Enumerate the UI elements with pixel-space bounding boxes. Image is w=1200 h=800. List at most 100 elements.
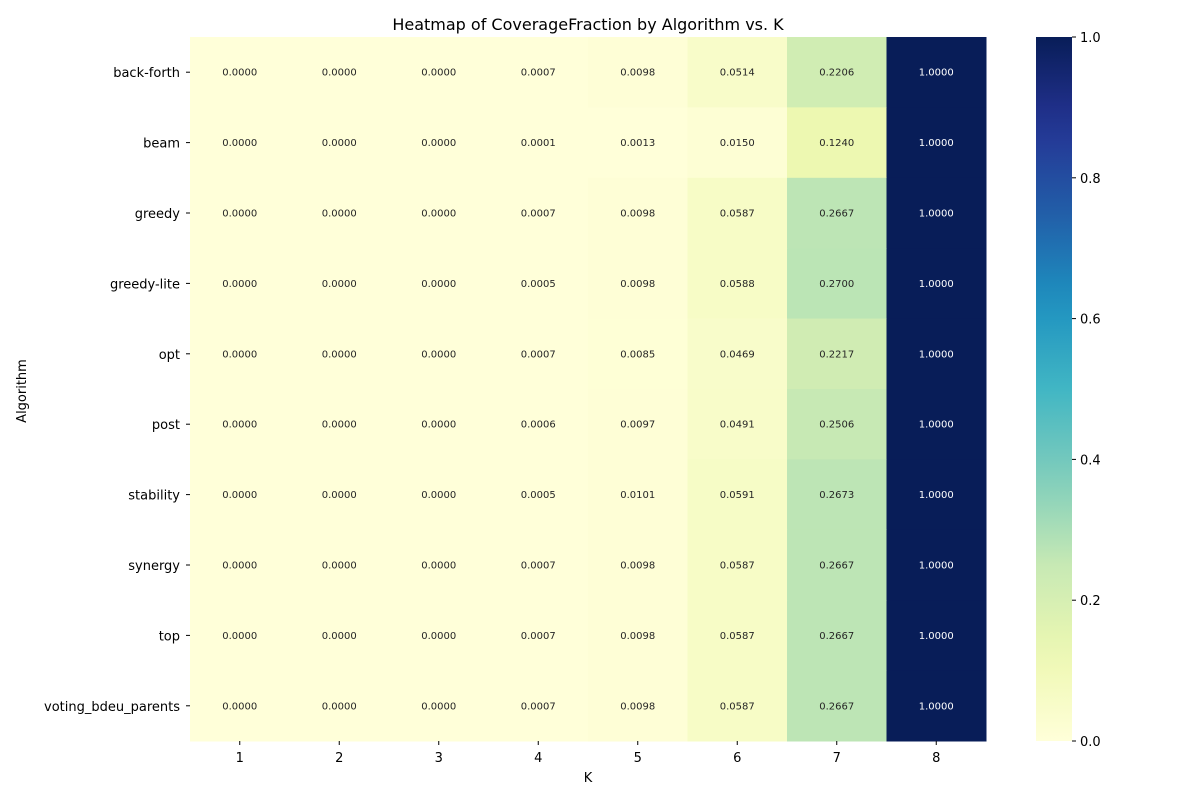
heatmap-cell [289, 529, 390, 601]
cell-value-label: 0.0000 [322, 631, 357, 642]
heatmap-cell [289, 37, 390, 108]
cell-value-label: 1.0000 [919, 561, 954, 572]
heatmap-cell [588, 600, 688, 672]
y-tick-label: greedy-lite [110, 277, 180, 292]
heatmap-cell [588, 37, 688, 108]
heatmap-cell [687, 459, 788, 531]
cell-value-label: 0.0006 [521, 420, 556, 431]
heatmap-cell [886, 670, 987, 742]
cell-value-label: 1.0000 [919, 349, 954, 360]
heatmap-cell [488, 107, 589, 179]
heatmap-cell [488, 670, 589, 742]
cell-value-label: 0.0000 [222, 209, 257, 220]
cell-value-label: 0.0013 [620, 138, 655, 149]
colorbar-tick-label: 0.6 [1080, 313, 1101, 328]
cell-value-label: 0.0000 [322, 138, 357, 149]
cell-value-label: 0.0000 [222, 701, 257, 712]
heatmap-cell [190, 459, 290, 531]
x-tick-label: 5 [634, 751, 642, 766]
heatmap-cell [588, 529, 688, 601]
heatmap-cell [687, 670, 788, 742]
cell-value-label: 0.0000 [222, 631, 257, 642]
heatmap-cells: 0.0000 0.0000 0.0000 0.0007 0.0098 0.0514 0.22… [190, 37, 987, 742]
cell-value-label: 0.0007 [521, 631, 556, 642]
cell-value-label: 0.0000 [421, 561, 456, 572]
cell-value-label: 0.2673 [819, 490, 854, 501]
cell-value-label: 0.0000 [222, 349, 257, 360]
y-axis-label: Algorithm [15, 359, 30, 423]
cell-value-label: 0.0000 [421, 209, 456, 220]
heatmap-cell [389, 529, 489, 601]
heatmap-cell [787, 600, 887, 672]
cell-value-label: 0.2667 [819, 209, 854, 220]
cell-value-label: 0.0007 [521, 68, 556, 79]
cell-value-label: 0.0000 [322, 68, 357, 79]
heatmap-cell [687, 529, 788, 601]
cell-value-label: 0.0098 [620, 209, 655, 220]
y-tick-label: opt [159, 348, 180, 363]
heatmap-cell [886, 459, 987, 531]
heatmap-cell [488, 389, 589, 460]
heatmap-cell [588, 670, 688, 742]
heatmap-cell [787, 389, 887, 460]
cell-value-label: 0.2667 [819, 701, 854, 712]
chart-title: Heatmap of CoverageFraction by Algorithm… [392, 15, 784, 34]
cell-value-label: 0.0588 [720, 279, 755, 290]
heatmap-cell [886, 529, 987, 601]
heatmap-cell [389, 107, 489, 179]
cell-value-label: 1.0000 [919, 279, 954, 290]
heatmap-cell [886, 107, 987, 179]
heatmap-cell [787, 318, 887, 390]
heatmap-cell [289, 318, 390, 390]
x-tick-label: 1 [236, 751, 244, 766]
cell-value-label: 1.0000 [919, 490, 954, 501]
colorbar-tick-label: 0.0 [1080, 735, 1101, 750]
heatmap-cell [389, 318, 489, 390]
cell-value-label: 0.2667 [819, 561, 854, 572]
heatmap-cell [886, 37, 987, 108]
cell-value-label: 0.0000 [222, 490, 257, 501]
heatmap-cell [588, 177, 688, 249]
cell-value-label: 1.0000 [919, 701, 954, 712]
cell-value-label: 0.2217 [819, 349, 854, 360]
cell-value-label: 0.0000 [222, 68, 257, 79]
heatmap-cell [588, 389, 688, 460]
cell-value-label: 0.0098 [620, 701, 655, 712]
cell-value-label: 0.0000 [322, 420, 357, 431]
heatmap-cell [389, 600, 489, 672]
heatmap-cell [787, 37, 887, 108]
cell-value-label: 0.0001 [521, 138, 556, 149]
heatmap-cell [687, 37, 788, 108]
cell-value-label: 0.0007 [521, 349, 556, 360]
heatmap-cell [389, 248, 489, 320]
heatmap-cell [389, 459, 489, 531]
cell-value-label: 0.0150 [720, 138, 755, 149]
cell-value-label: 0.0000 [421, 701, 456, 712]
x-axis-ticks: 1 2 3 4 5 6 7 8 [236, 741, 940, 766]
cell-value-label: 0.0098 [620, 68, 655, 79]
cell-value-label: 0.0000 [421, 68, 456, 79]
heatmap-cell [190, 529, 290, 601]
heatmap-cell [886, 248, 987, 320]
y-tick-label: post [152, 418, 180, 433]
heatmap-cell [687, 318, 788, 390]
x-tick-label: 4 [534, 751, 542, 766]
cell-value-label: 0.0587 [720, 631, 755, 642]
cell-value-label: 0.0491 [720, 420, 755, 431]
cell-value-label: 1.0000 [919, 209, 954, 220]
heatmap-cell [190, 389, 290, 460]
heatmap-cell [190, 248, 290, 320]
cell-value-label: 0.0007 [521, 701, 556, 712]
cell-value-label: 0.2667 [819, 631, 854, 642]
cell-value-label: 0.0000 [322, 490, 357, 501]
cell-value-label: 0.0005 [521, 490, 556, 501]
heatmap-cell [787, 177, 887, 249]
heatmap-cell [488, 529, 589, 601]
heatmap-cell [190, 37, 290, 108]
cell-value-label: 0.0000 [421, 138, 456, 149]
cell-value-label: 0.0587 [720, 701, 755, 712]
cell-value-label: 0.0007 [521, 209, 556, 220]
colorbar-tick-label: 0.8 [1080, 172, 1101, 187]
y-axis-ticks: back-forth beam greedy greedy-lite opt post st… [44, 66, 190, 715]
